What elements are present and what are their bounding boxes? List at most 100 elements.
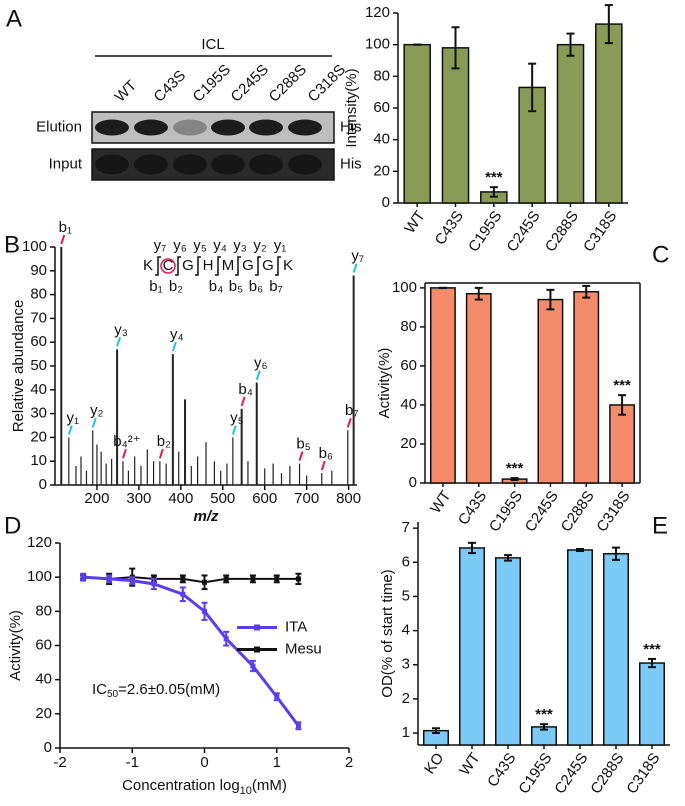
lane-label: C288S <box>266 61 310 105</box>
y-tick-label: 100 <box>392 279 417 296</box>
y-tick-label: 90 <box>30 262 47 279</box>
y-tick-label: 1 <box>402 724 410 741</box>
x-tick-label: C43S <box>484 750 519 790</box>
x-tick-label: C318S <box>593 488 633 535</box>
bar <box>537 298 564 484</box>
error-bar <box>540 723 548 731</box>
peak-label: y₇ <box>351 248 364 265</box>
x-tick-label: C288S <box>542 208 582 255</box>
y-tick-label: 20 <box>30 428 47 445</box>
peak-leader <box>298 451 304 461</box>
peak-label: y₂ <box>90 402 104 419</box>
peak-label: y₅ <box>230 409 244 426</box>
y-tick-label: 60 <box>400 357 417 374</box>
residue: H <box>203 257 214 274</box>
y-tick-label: 80 <box>400 318 417 335</box>
b-ion: b₂ <box>169 278 183 295</box>
x-tick-label: 2 <box>345 754 353 771</box>
x-axis-label: Concentration log10(mM) <box>122 777 287 797</box>
peak-leader <box>158 448 164 459</box>
y-tick-label: 60 <box>30 333 47 350</box>
blot-band <box>288 119 322 136</box>
x-tick-label: C318S <box>623 750 663 797</box>
residue: M <box>222 257 235 274</box>
y-ion: y₃ <box>233 237 247 254</box>
residue: G <box>182 257 194 274</box>
point <box>151 581 157 587</box>
annotation-tail: =2.6±0.05(mM) <box>118 681 220 698</box>
peak-label: b₇ <box>345 402 359 419</box>
y-tick-label: 6 <box>402 553 410 570</box>
x-tick-label: C288S <box>587 750 627 797</box>
blot-band <box>173 154 207 175</box>
x-tick-label: C288S <box>558 488 598 535</box>
point <box>250 576 256 582</box>
point <box>202 608 207 614</box>
bar <box>609 404 636 484</box>
error-bar <box>604 4 613 45</box>
x-tick-label: C245S <box>522 488 562 535</box>
bar <box>495 557 521 746</box>
peak-label: b₂ <box>157 433 171 450</box>
blot-band <box>288 154 322 175</box>
series-line <box>83 575 300 727</box>
peak-label: y₄ <box>170 326 184 343</box>
y-axis-label: Activity(%) <box>7 610 24 681</box>
y-tick-label: 100 <box>27 568 52 585</box>
y-tick-label: 40 <box>30 381 47 398</box>
bar <box>603 553 629 746</box>
x-tick-label: C195S <box>486 488 526 535</box>
x-axis-label: m/z <box>193 508 219 525</box>
blot-band <box>211 154 245 175</box>
y-tick-label: 7 <box>402 519 410 536</box>
lane-label: C245S <box>228 61 272 105</box>
peak-leader <box>116 337 122 347</box>
point <box>223 576 229 582</box>
y-tick-label: 0 <box>382 194 390 211</box>
point <box>180 591 186 597</box>
y-tick-label: 120 <box>27 534 52 551</box>
error-bar <box>618 394 627 416</box>
y-tick-label: 100 <box>22 238 47 255</box>
peak-leader <box>352 263 358 273</box>
y-tick-label: 40 <box>373 131 390 148</box>
peak-leader <box>91 417 97 428</box>
x-tick-label: -1 <box>126 754 139 771</box>
row-tag: His <box>340 118 362 135</box>
x-tick-label: WT <box>401 208 428 237</box>
significance: *** <box>485 169 503 186</box>
error-bar <box>510 477 519 482</box>
peak-leader <box>231 425 237 435</box>
residue: K <box>143 257 153 274</box>
error-bar <box>648 657 656 669</box>
y-ion: y₁ <box>274 237 287 254</box>
y-ion: y₄ <box>213 237 227 254</box>
x-tick-label: 1 <box>273 754 281 771</box>
significance: *** <box>643 641 661 658</box>
blot-title: ICL <box>201 36 224 53</box>
panel-label: E <box>652 512 668 539</box>
legend-label: Mesu <box>285 640 322 657</box>
error-bar <box>528 62 537 113</box>
point <box>295 576 301 582</box>
residue: K <box>283 257 293 274</box>
panel-label: C <box>652 241 669 268</box>
x-tick-label: C245S <box>503 208 543 255</box>
error-bar <box>566 32 575 57</box>
point <box>295 723 301 729</box>
panel-label: A <box>6 5 22 32</box>
y-tick-label: 50 <box>30 357 47 374</box>
peak-leader <box>171 341 177 352</box>
significance: *** <box>535 706 553 723</box>
blot-band <box>249 119 283 136</box>
fragment-bracket <box>155 256 161 276</box>
significance: *** <box>506 460 524 477</box>
y-tick-label: 20 <box>373 162 390 179</box>
peak-label: b₄ <box>238 381 252 398</box>
y-ion: y₆ <box>173 237 187 254</box>
point <box>106 576 112 582</box>
legend-marker <box>254 646 260 653</box>
fragment-bracket <box>235 256 241 276</box>
bar <box>441 47 470 204</box>
